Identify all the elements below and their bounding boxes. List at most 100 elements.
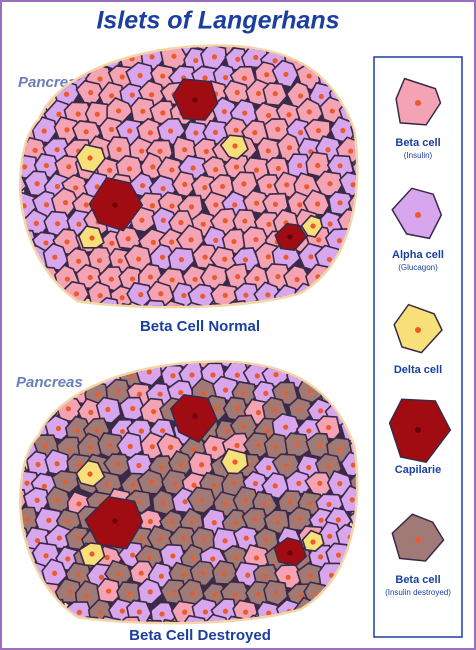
speck (220, 508, 223, 511)
nucleus (149, 203, 156, 209)
speck (243, 394, 246, 397)
cell (221, 615, 249, 622)
speck (77, 465, 80, 468)
nucleus (181, 147, 188, 153)
nucleus (181, 536, 186, 541)
nucleus (192, 413, 198, 419)
nucleus (150, 239, 156, 245)
nucleus (130, 482, 135, 487)
speck (63, 523, 66, 526)
speck (51, 499, 54, 502)
speck (90, 539, 93, 542)
nucleus (252, 130, 258, 136)
legend-note: (Insulin destroyed) (385, 588, 451, 597)
speck (64, 479, 67, 482)
speck (192, 519, 195, 522)
speck (274, 413, 277, 416)
nucleus (55, 425, 62, 432)
nucleus (97, 76, 103, 82)
nucleus (241, 181, 247, 187)
speck (341, 445, 344, 448)
speck (182, 531, 185, 534)
speck (230, 558, 233, 561)
nucleus (112, 518, 118, 524)
nucleus (138, 292, 144, 298)
speck (255, 515, 258, 518)
nucleus (136, 462, 142, 469)
speck (184, 531, 187, 534)
nucleus (337, 163, 343, 169)
nucleus (75, 258, 82, 264)
nucleus (243, 535, 249, 541)
speck (241, 501, 244, 504)
nucleus (256, 443, 261, 448)
nucleus (167, 128, 174, 134)
speck (196, 577, 199, 580)
nucleus (34, 181, 40, 187)
nucleus (232, 143, 238, 149)
nucleus (310, 539, 316, 545)
speck (69, 447, 72, 450)
speck (194, 445, 197, 448)
speck (195, 591, 198, 594)
nucleus (108, 443, 113, 448)
speck (269, 405, 272, 408)
nucleus (157, 391, 163, 397)
panel-caption: Beta Cell Normal (140, 318, 260, 335)
speck (236, 480, 239, 483)
nucleus (127, 443, 133, 450)
speck (101, 612, 104, 615)
speck (310, 592, 313, 595)
nucleus (76, 609, 82, 615)
nucleus (337, 481, 343, 487)
nucleus (88, 409, 94, 416)
cell (94, 615, 123, 622)
nucleus (200, 293, 206, 299)
nucleus (147, 518, 153, 525)
nucleus (94, 428, 99, 433)
nucleus (108, 93, 115, 99)
speck (277, 450, 280, 453)
nucleus (170, 553, 176, 559)
nucleus (161, 500, 166, 505)
nucleus (52, 254, 58, 260)
nucleus (232, 459, 238, 465)
legend-name: Capilarie (395, 464, 441, 476)
nucleus (233, 520, 238, 525)
nucleus (284, 391, 289, 396)
speck (132, 494, 135, 497)
speck (129, 593, 132, 596)
speck (285, 397, 288, 400)
speck (150, 553, 153, 556)
nucleus (139, 217, 145, 223)
nucleus (160, 110, 166, 116)
speck (122, 389, 125, 392)
panel-label: Pancreas (16, 374, 83, 391)
nucleus (95, 391, 100, 396)
nucleus (66, 164, 72, 170)
nucleus (65, 406, 71, 412)
nucleus (34, 497, 40, 503)
speck (207, 536, 210, 539)
speck (230, 500, 233, 503)
nucleus (253, 167, 260, 173)
nucleus (252, 480, 259, 487)
nucleus (253, 555, 260, 561)
speck (307, 505, 310, 508)
nucleus (225, 429, 230, 434)
nucleus (314, 201, 321, 207)
speck (232, 408, 235, 411)
nucleus (181, 573, 186, 578)
nucleus (340, 127, 346, 134)
nucleus (201, 537, 206, 542)
speck (274, 520, 277, 523)
speck (229, 595, 232, 598)
speck (209, 432, 212, 435)
speck (269, 433, 272, 436)
speck (203, 570, 206, 573)
speck (120, 468, 123, 471)
speck (314, 450, 317, 453)
nucleus (56, 535, 62, 541)
nucleus (170, 373, 176, 379)
nucleus (201, 391, 206, 396)
